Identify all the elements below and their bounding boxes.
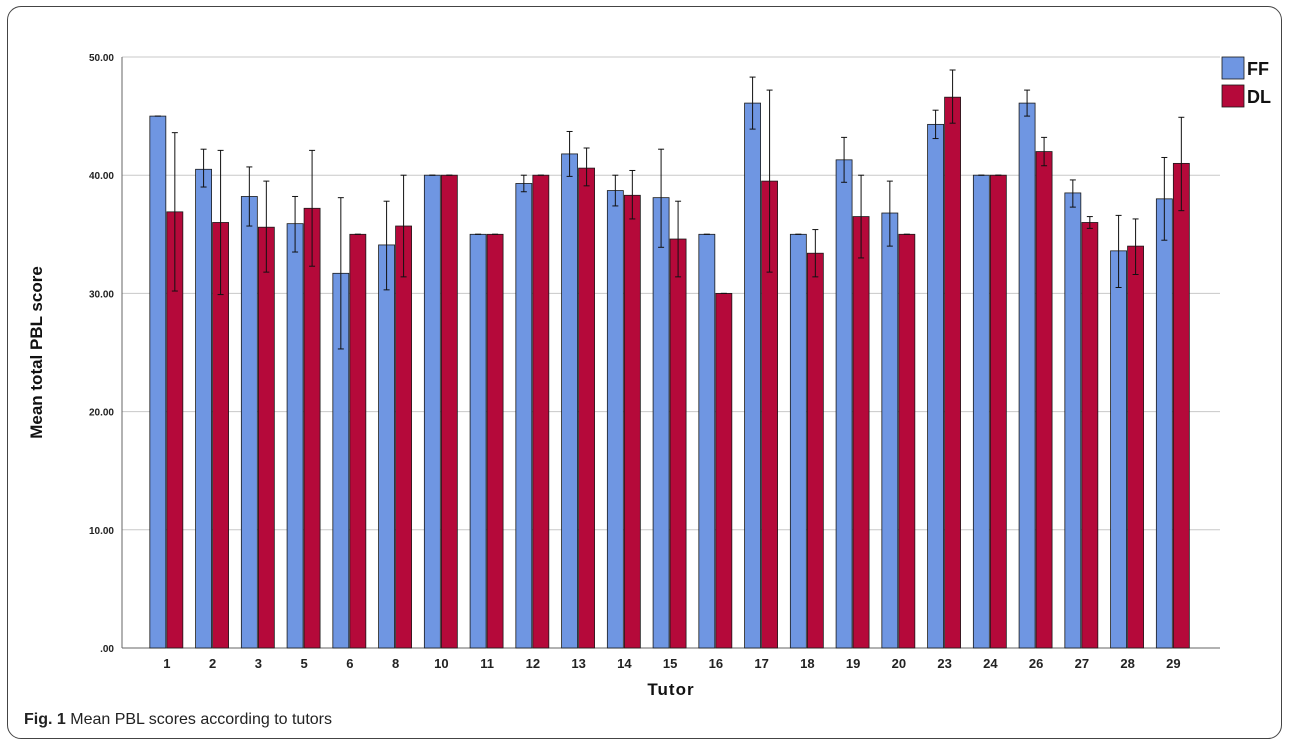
legend-label-ff: FF	[1247, 59, 1269, 79]
bar-ff-15	[652, 197, 670, 649]
bar-dl-11	[486, 233, 504, 649]
bar-ff-27	[1064, 192, 1082, 649]
bar-ff-5	[286, 223, 304, 649]
bar-ff-19	[835, 159, 853, 649]
x-tick-label: 19	[846, 656, 860, 671]
y-tick-label: 10.00	[89, 526, 114, 537]
bar-dl-28	[1127, 245, 1144, 649]
bar-dl-6	[349, 233, 367, 649]
x-axis-title: Tutor	[647, 680, 694, 699]
bar-dl-12	[532, 174, 550, 649]
bar-dl-27	[1081, 222, 1099, 649]
bar-ff-11	[469, 233, 487, 649]
bar-dl-13	[578, 167, 595, 649]
bar-ff-24	[972, 174, 990, 649]
bar-dl-24	[989, 174, 1007, 649]
legend-swatch-dl	[1221, 84, 1245, 108]
y-tick-label: .00	[100, 644, 114, 655]
bar-dl-3	[257, 226, 275, 649]
bar-dl-15	[669, 238, 687, 649]
bar-dl-16	[715, 292, 733, 649]
bar-ff-16	[698, 233, 716, 649]
bar-ff-10	[423, 174, 441, 649]
x-tick-label: 6	[346, 656, 353, 671]
bar-ff-12	[515, 183, 533, 649]
bar-dl-29	[1172, 162, 1190, 649]
bar-ff-29	[1155, 198, 1173, 649]
bar-ff-28	[1110, 250, 1127, 649]
caption-label: Fig. 1	[24, 711, 66, 728]
x-tick-label: 27	[1075, 656, 1089, 671]
bar-dl-23	[944, 96, 961, 649]
y-axis-title: Mean total PBL score	[27, 266, 46, 439]
x-tick-label: 2	[209, 656, 216, 671]
y-tick-label: 50.00	[89, 53, 114, 64]
y-tick-label: 20.00	[89, 408, 114, 419]
figure-caption: Fig. 1 Mean PBL scores according to tuto…	[24, 711, 332, 729]
y-tick-label: 40.00	[89, 171, 114, 182]
bar-dl-18	[806, 252, 824, 649]
x-tick-label: 28	[1120, 656, 1134, 671]
bar-ff-13	[561, 153, 578, 649]
bar-ff-1	[149, 115, 167, 649]
bar-ff-8	[378, 244, 395, 649]
x-tick-label: 14	[617, 656, 632, 671]
bar-ff-23	[927, 123, 944, 649]
x-tick-label: 12	[526, 656, 540, 671]
x-tick-label: 3	[255, 656, 262, 671]
x-tick-label: 26	[1029, 656, 1043, 671]
x-tick-label: 16	[709, 656, 723, 671]
bar-ff-14	[606, 190, 624, 649]
x-tick-label: 17	[754, 656, 768, 671]
bar-ff-2	[195, 168, 212, 649]
bar-dl-5	[303, 207, 321, 649]
bar-dl-8	[395, 225, 412, 649]
bar-ff-3	[240, 196, 258, 649]
bar-dl-14	[623, 194, 641, 649]
x-tick-label: 8	[392, 656, 399, 671]
x-tick-label: 5	[300, 656, 307, 671]
bar-ff-20	[881, 212, 899, 649]
x-tick-label: 20	[892, 656, 906, 671]
x-tick-label: 11	[480, 656, 494, 671]
bar-dl-10	[440, 174, 458, 649]
bar-dl-19	[852, 216, 870, 649]
legend-label-dl: DL	[1247, 87, 1271, 107]
x-tick-label: 24	[983, 656, 998, 671]
bar-dl-20	[898, 233, 916, 649]
bar-ff-18	[789, 233, 807, 649]
x-tick-label: 23	[937, 656, 951, 671]
bar-dl-26	[1035, 151, 1053, 649]
caption-text: Mean PBL scores according to tutors	[70, 711, 332, 728]
bar-ff-17	[744, 102, 761, 649]
legend-swatch-ff	[1221, 56, 1245, 80]
x-tick-label: 29	[1166, 656, 1180, 671]
x-tick-label: 10	[434, 656, 448, 671]
y-tick-label: 30.00	[89, 289, 114, 300]
x-tick-label: 18	[800, 656, 814, 671]
x-tick-label: 1	[163, 656, 170, 671]
x-tick-label: 15	[663, 656, 677, 671]
x-tick-label: 13	[571, 656, 585, 671]
bar-ff-26	[1018, 102, 1036, 649]
